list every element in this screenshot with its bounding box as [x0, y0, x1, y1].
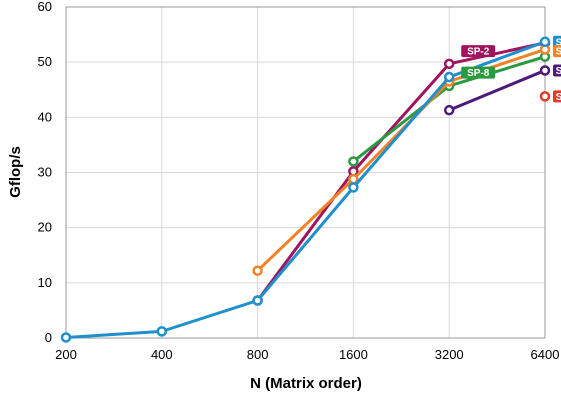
y-tick-label: 50 [38, 54, 52, 69]
y-tick-labels: 0 10 20 30 40 50 60 [38, 0, 52, 345]
data-point [443, 104, 455, 116]
data-point [443, 58, 455, 70]
x-tick-label: 6400 [531, 347, 560, 362]
series-label-text: S [556, 66, 561, 77]
y-tick-label: 0 [45, 330, 52, 345]
series-label: S [553, 90, 561, 103]
series-label: SP-8 [461, 66, 496, 79]
series-label-box [553, 90, 561, 103]
series-label: SP-2 [461, 45, 496, 58]
series-line [256, 41, 547, 302]
series-label-text: S [556, 47, 561, 58]
series-3 [443, 65, 551, 116]
data-point [252, 295, 263, 306]
data-point [443, 71, 455, 83]
x-tick-label: 3200 [435, 347, 464, 362]
x-tick-label: 400 [151, 347, 173, 362]
data-point [348, 182, 359, 193]
series-label-text: S [556, 37, 561, 48]
series-label: S [553, 45, 561, 58]
data-point [539, 36, 551, 48]
x-tick-label: 800 [247, 347, 269, 362]
x-tick-labels: 200 400 800 1600 3200 6400 [55, 347, 559, 362]
data-point [156, 326, 168, 337]
series-label-text: SP-8 [467, 68, 490, 79]
x-tick-label: 1600 [339, 347, 368, 362]
series-label: S [553, 64, 561, 77]
y-tick-label: 10 [38, 275, 52, 290]
series-5 [60, 36, 551, 343]
series-0 [252, 37, 551, 306]
data-point [539, 91, 551, 102]
y-tick-label: 30 [38, 165, 52, 180]
data-point [348, 156, 359, 167]
series-layer [60, 36, 551, 343]
y-axis-title: Gflop/s [7, 146, 24, 198]
y-tick-label: 20 [38, 220, 52, 235]
data-point [60, 332, 72, 343]
x-tick-label: 200 [55, 347, 77, 362]
series-label-text: S [556, 92, 561, 103]
series-label-box [461, 45, 496, 58]
series-label-box [553, 35, 561, 48]
series-label-box [553, 45, 561, 58]
plot-frame [65, 6, 546, 339]
y-tick-label: 60 [38, 0, 52, 14]
data-point [252, 265, 263, 276]
series-label-box [461, 66, 496, 79]
series-2 [252, 44, 551, 276]
series-line [64, 40, 547, 339]
data-point [539, 65, 551, 76]
series-label-text: SP-2 [467, 47, 490, 58]
series-label: S [553, 35, 561, 48]
series-4 [539, 91, 551, 102]
y-tick-label: 40 [38, 109, 52, 124]
series-label-box [553, 64, 561, 77]
x-axis-title: N (Matrix order) [250, 375, 362, 392]
series-line [256, 47, 547, 273]
series-line [447, 68, 547, 112]
